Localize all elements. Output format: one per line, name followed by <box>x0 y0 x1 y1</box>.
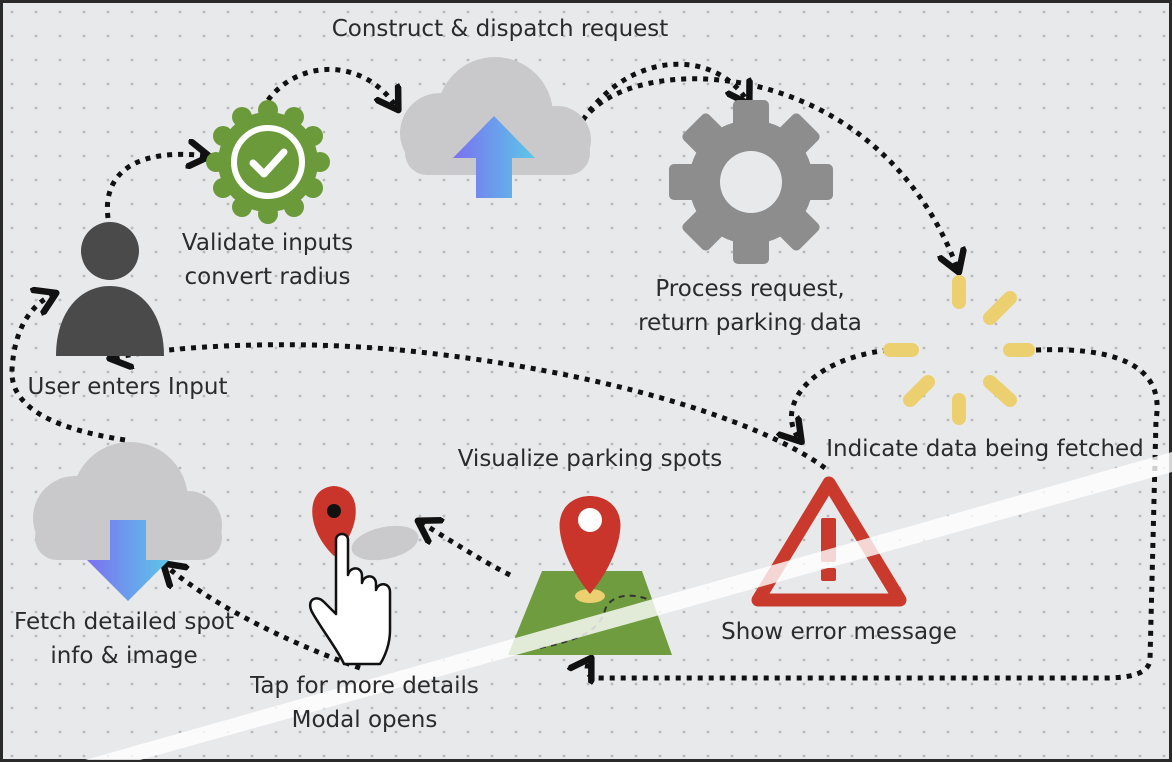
glare-streak <box>85 452 1172 760</box>
label-user: User enters Input <box>27 374 228 400</box>
arrow-validate-to-upload <box>266 67 397 108</box>
label-tap-2: Modal opens <box>291 707 438 733</box>
checkmark-badge-icon <box>206 100 330 224</box>
label-tap-1: Tap for more details <box>250 673 479 699</box>
arrow-error-to-user <box>112 345 827 471</box>
arrow-spinner-to-map <box>587 347 1160 678</box>
label-process-1: Process request, <box>655 276 845 302</box>
label-construct: Construct & dispatch request <box>331 16 669 42</box>
cloud-upload-icon <box>400 57 591 198</box>
gear-icon <box>669 100 833 264</box>
person-icon <box>56 222 164 356</box>
flow-arrows <box>9 61 1160 678</box>
label-indicate: Indicate data being fetched <box>826 436 1144 462</box>
cloud-download-icon <box>33 442 222 601</box>
tap-hand-icon <box>308 486 419 666</box>
label-validate-1: Validate inputs <box>181 230 354 256</box>
label-fetch-2: info & image <box>50 643 198 669</box>
label-validate-2: convert radius <box>184 264 351 290</box>
label-error: Show error message <box>721 619 957 645</box>
loading-spinner-icon <box>883 275 1035 425</box>
label-visualize: Visualize parking spots <box>457 446 723 472</box>
label-process-2: return parking data <box>638 310 862 336</box>
arrow-tap-to-fetch <box>165 565 361 671</box>
arrow-user-to-validate <box>104 154 207 219</box>
label-fetch-1: Fetch detailed spot <box>13 609 235 635</box>
